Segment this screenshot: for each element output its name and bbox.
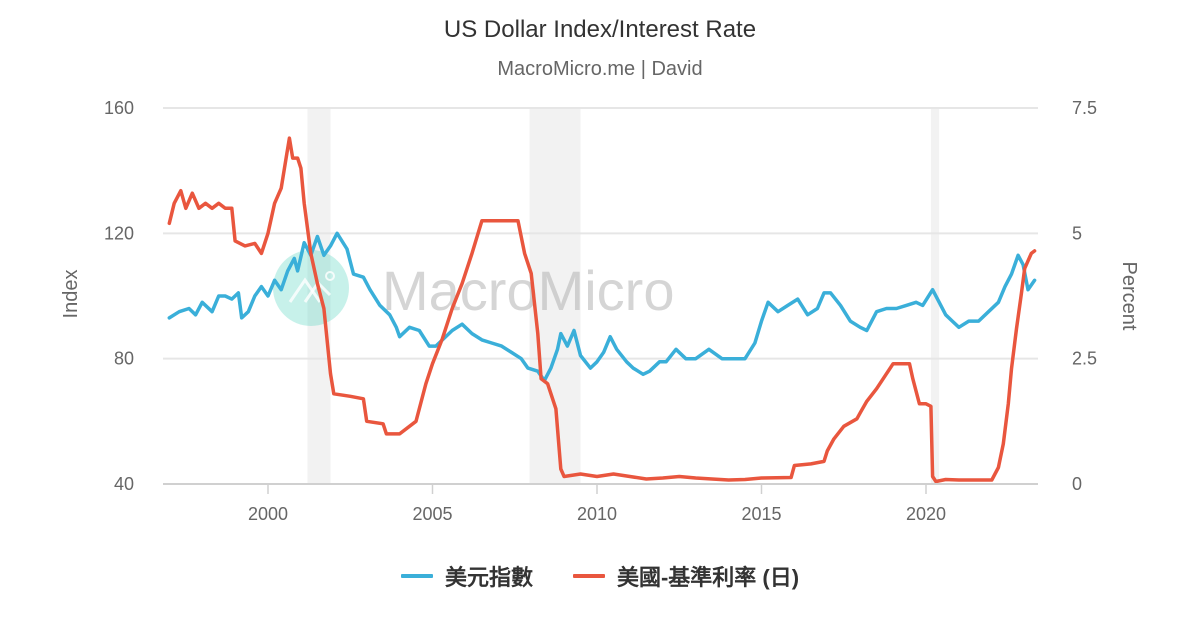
legend-swatch-red-icon <box>572 574 605 578</box>
right-axis-tick: 5 <box>1072 223 1082 243</box>
series-lines <box>167 136 1037 484</box>
watermark: MacroMicro <box>273 250 674 326</box>
legend-label: 美國-基準利率 (日) <box>616 565 800 590</box>
right-axis-title: Percent <box>1118 262 1140 331</box>
axes: 160 120 80 40 7.5 5 2.5 0 2000 2005 2010 2015 2020 <box>104 98 1097 524</box>
x-axis-tick: 2005 <box>412 504 452 524</box>
left-axis-tick: 40 <box>114 474 134 494</box>
left-axis-title: Index <box>60 270 82 319</box>
left-axis-tick: 160 <box>104 98 134 118</box>
right-axis-tick: 0 <box>1072 474 1082 494</box>
x-axis-tick: 2015 <box>741 504 781 524</box>
series-line[interactable] <box>167 231 1037 383</box>
legend-item-interest-rate[interactable]: 美國-基準利率 (日) <box>572 560 800 592</box>
right-axis-tick: 7.5 <box>1072 98 1097 118</box>
x-axis-tick: 2020 <box>906 504 946 524</box>
legend-swatch-blue-icon <box>400 574 433 578</box>
chart-subtitle: MacroMicro.me | David <box>497 58 703 80</box>
chart-title: US Dollar Index/Interest Rate <box>443 16 757 43</box>
left-axis-tick: 80 <box>114 349 134 369</box>
recession-band <box>529 108 581 484</box>
legend: 美元指數 美國-基準利率 (日) <box>0 560 1200 592</box>
series-line[interactable] <box>167 136 1037 484</box>
right-axis-tick: 2.5 <box>1072 349 1097 369</box>
x-axis-tick: 2000 <box>248 504 288 524</box>
legend-item-dollar-index[interactable]: 美元指數 <box>400 560 533 592</box>
x-axis-tick: 2010 <box>577 504 617 524</box>
legend-label: 美元指數 <box>444 565 533 590</box>
left-axis-tick: 120 <box>104 223 134 243</box>
